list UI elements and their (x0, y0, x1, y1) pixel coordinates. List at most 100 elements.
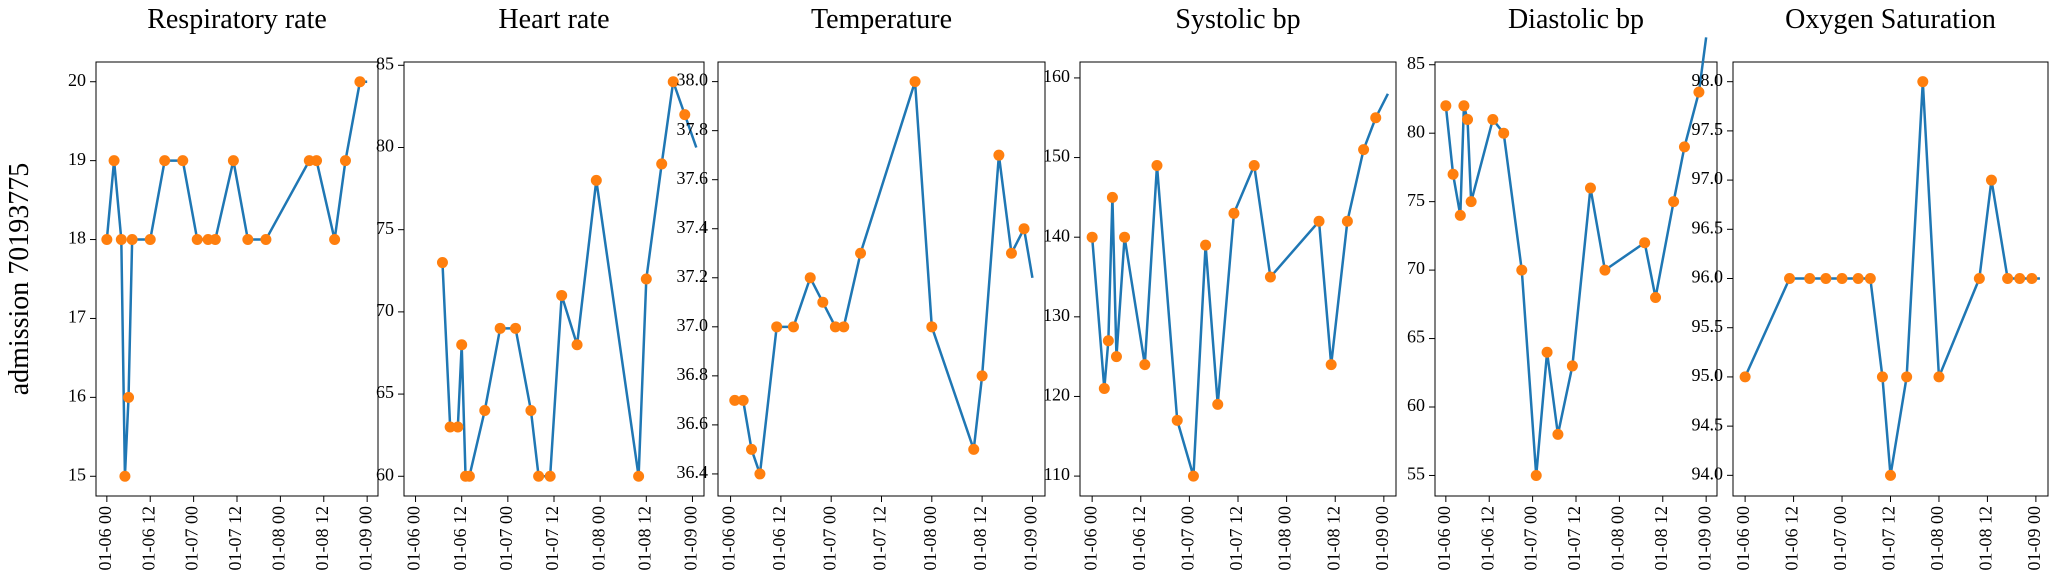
data-point (1462, 114, 1474, 126)
data-point (1639, 237, 1651, 249)
data-point (479, 405, 491, 417)
series-line (105, 80, 368, 477)
y-tick-label: 37.2 (677, 266, 709, 286)
series-line (441, 81, 698, 478)
data-point (968, 443, 980, 455)
data-point (1358, 144, 1370, 156)
data-point (1110, 351, 1122, 363)
data-point (311, 155, 323, 167)
data-point (463, 470, 475, 482)
data-point (126, 234, 138, 246)
y-tick-label: 96.5 (1692, 217, 1724, 237)
data-point (452, 421, 464, 433)
y-tick-label: 96.0 (1692, 267, 1724, 287)
data-point (2014, 273, 2026, 285)
x-tick-label: 01-06 00 (95, 506, 115, 571)
x-tick-label: 01-06 12 (138, 506, 158, 571)
x-tick-label: 01-08 12 (970, 506, 990, 571)
data-point (817, 296, 829, 308)
x-tick-label: 01-08 00 (269, 506, 289, 571)
data-point (123, 391, 135, 403)
data-point (177, 155, 189, 167)
y-tick-label: 150 (1043, 146, 1070, 166)
x-tick-label: 01-06 00 (1434, 506, 1454, 571)
y-tick-label: 60 (1407, 395, 1425, 415)
data-point (556, 289, 568, 301)
data-point (1102, 335, 1114, 347)
data-point (1086, 231, 1098, 243)
data-point (354, 76, 366, 88)
data-point (1784, 273, 1796, 285)
data-point (510, 322, 522, 334)
data-point (339, 155, 351, 167)
data-point (260, 234, 272, 246)
x-tick-label: 01-06 12 (769, 506, 789, 571)
data-point (1139, 359, 1151, 371)
series-line (1090, 93, 1390, 477)
plot-frame (403, 61, 705, 497)
plot-frame (1732, 61, 2049, 497)
x-tick-label: 01-07 12 (542, 506, 562, 571)
x-tick-label: 01-08 00 (1608, 506, 1628, 571)
y-tick-label: 15 (68, 464, 86, 484)
x-tick-label: 01-07 00 (819, 506, 839, 571)
data-point (1248, 160, 1260, 172)
data-point (656, 158, 668, 170)
data-point (829, 321, 841, 333)
data-point (1325, 359, 1337, 371)
x-tick-label: 01-06 00 (404, 506, 424, 571)
data-point (737, 394, 749, 406)
x-tick-label: 01-06 12 (450, 506, 470, 571)
x-tick-label: 01-09 00 (1694, 506, 1714, 571)
panel-title: Systolic bp (1175, 4, 1300, 35)
y-tick-label: 36.6 (677, 413, 709, 433)
data-point (640, 273, 652, 285)
y-tick-label: 65 (1407, 327, 1425, 347)
y-tick-label: 60 (376, 464, 394, 484)
y-tick-label: 94.0 (1692, 463, 1724, 483)
data-point (209, 234, 221, 246)
data-point (1487, 114, 1499, 126)
series-line (734, 81, 1034, 475)
x-tick-label: 01-08 12 (634, 506, 654, 571)
x-tick-label: 01-07 00 (1178, 506, 1198, 571)
data-point (1552, 428, 1564, 440)
x-tick-label: 01-08 12 (1976, 506, 1996, 571)
data-point (1171, 414, 1183, 426)
y-tick-label: 37.8 (677, 119, 709, 139)
data-point (227, 155, 239, 167)
data-point (1876, 371, 1888, 383)
data-point (101, 234, 113, 246)
x-tick-label: 01-09 00 (355, 506, 375, 571)
x-tick-label: 01-08 00 (1275, 506, 1295, 571)
y-tick-label: 17 (68, 307, 86, 327)
x-tick-label: 01-08 00 (588, 506, 608, 571)
data-point (1341, 215, 1353, 227)
x-tick-label: 01-09 00 (1021, 506, 1041, 571)
x-tick-label: 01-07 00 (1521, 506, 1541, 571)
data-point (1151, 160, 1163, 172)
y-tick-label: 65 (376, 382, 394, 402)
y-tick-label: 16 (68, 385, 86, 405)
data-point (679, 109, 691, 121)
x-tick-label: 01-09 00 (2024, 506, 2044, 571)
x-tick-label: 01-08 12 (312, 506, 332, 571)
x-tick-label: 01-06 00 (1080, 506, 1100, 571)
y-tick-label: 55 (1407, 464, 1425, 484)
data-point (329, 234, 341, 246)
data-point (525, 405, 537, 417)
y-tick-label: 70 (376, 300, 394, 320)
data-point (1901, 371, 1913, 383)
data-point (1498, 127, 1510, 139)
data-point (633, 470, 645, 482)
data-point (1516, 264, 1528, 276)
data-point (436, 257, 448, 269)
data-point (1678, 141, 1690, 153)
data-point (108, 155, 120, 167)
data-point (1458, 100, 1470, 112)
data-point (533, 470, 545, 482)
y-tick-label: 85 (376, 53, 394, 73)
y-tick-label: 75 (376, 218, 394, 238)
data-point (115, 234, 127, 246)
y-tick-label: 97.5 (1692, 119, 1724, 139)
